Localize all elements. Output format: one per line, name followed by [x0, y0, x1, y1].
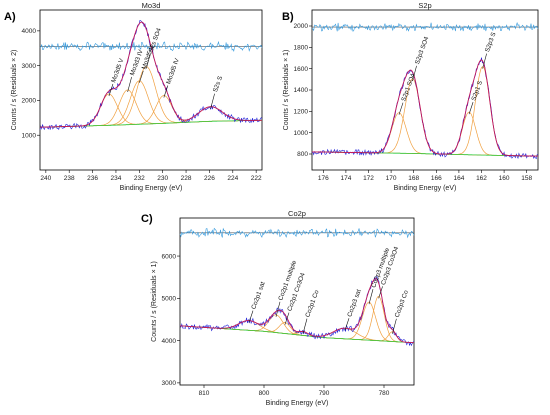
component-peak [312, 66, 538, 157]
x-tick-label: 228 [181, 175, 192, 182]
x-axis-label: Binding Energy (eV) [120, 185, 183, 192]
x-tick-label: 158 [521, 175, 532, 182]
fit-envelope [179, 278, 414, 344]
component-peak [179, 296, 414, 344]
peak-leader-line [163, 85, 169, 98]
y-tick-label: 4000 [162, 338, 177, 345]
x-tick-label: 226 [204, 175, 215, 182]
y-tick-label: 1800 [294, 45, 309, 52]
chart-title: S2p [418, 1, 431, 10]
y-tick-label: 1200 [294, 109, 309, 116]
x-axis-label: Binding Energy (eV) [266, 400, 329, 407]
x-tick-label: 170 [386, 175, 397, 182]
y-axis-label: Counts / s (Residuals × 1) [283, 50, 290, 131]
component-peak [312, 78, 538, 157]
x-tick-label: 168 [408, 175, 419, 182]
peak-label: Co2p1 Co [304, 289, 320, 319]
y-tick-label: 1600 [294, 66, 309, 73]
x-axis-label: Binding Energy (eV) [394, 185, 457, 192]
component-peak [40, 80, 262, 128]
x-tick-label: 240 [40, 175, 51, 182]
component-peak [40, 93, 262, 128]
peak-label: S2p3 S [484, 31, 498, 53]
residual-trace [179, 227, 415, 239]
x-tick-label: 236 [87, 175, 98, 182]
x-tick-label: 166 [431, 175, 442, 182]
peak-leader-line [398, 102, 404, 115]
peak-leader-line [302, 318, 308, 334]
peak-label: S2s SO4 [148, 27, 163, 54]
y-tick-label: 2000 [294, 23, 309, 30]
peak-leader-line [412, 65, 417, 81]
peak-leader-line [146, 53, 151, 69]
peak-label: Co2p3 sat [346, 288, 362, 318]
peak-leader-line [248, 310, 254, 323]
peak-label: S2s S [212, 75, 224, 93]
y-tick-label: 1000 [294, 130, 309, 137]
y-tick-label: 4000 [22, 28, 37, 35]
x-tick-label: 810 [199, 390, 210, 397]
y-tick-label: 6000 [162, 253, 177, 260]
x-tick-label: 176 [318, 175, 329, 182]
peak-leader-line [210, 93, 215, 109]
peak-label: Mo3d5 IV [165, 57, 181, 85]
plot-frame [179, 217, 415, 386]
peak-label: Co2p3 Co [394, 289, 410, 319]
fit-envelope [40, 21, 262, 128]
y-tick-label: 3000 [22, 63, 37, 70]
panel-label: B) [282, 11, 294, 23]
x-tick-label: 238 [64, 175, 75, 182]
peak-leader-line [482, 53, 487, 69]
peak-leader-line [275, 301, 281, 317]
component-peak [40, 95, 262, 128]
x-tick-label: 222 [251, 175, 262, 182]
peak-leader-line [392, 318, 397, 334]
peak-leader-line [378, 286, 383, 299]
peak-leader-line [284, 312, 290, 325]
peak-leader-line [108, 83, 114, 97]
plot-frame [39, 9, 263, 171]
component-peak [40, 66, 262, 128]
component-peak [179, 301, 414, 344]
x-tick-label: 234 [111, 175, 122, 182]
y-axis-label: Counts / s (Residuals × 1) [151, 261, 158, 342]
raw-spectrum [311, 57, 539, 160]
x-tick-label: 162 [476, 175, 487, 182]
peak-leader-line [344, 318, 350, 331]
y-tick-label: 5000 [162, 296, 177, 303]
fit-envelope [312, 59, 538, 157]
peak-leader-line [368, 289, 374, 305]
peak-leader-line [127, 76, 132, 92]
peak-label: Mo3d5 V [110, 57, 125, 84]
panel-label: C) [141, 213, 153, 225]
peak-leader-line [468, 102, 474, 115]
chart-title: Mo3d [142, 1, 161, 10]
x-tick-label: 800 [259, 390, 270, 397]
residual-trace [311, 21, 539, 32]
component-peak [40, 89, 262, 128]
x-tick-label: 172 [363, 175, 374, 182]
x-tick-label: 224 [227, 175, 238, 182]
x-tick-label: 780 [379, 390, 390, 397]
peak-leader-line [139, 70, 144, 83]
x-tick-label: 160 [499, 175, 510, 182]
panel-label: A) [4, 11, 16, 23]
x-tick-label: 230 [157, 175, 168, 182]
y-axis-label: Counts / s (Residuals × 2) [11, 50, 18, 131]
x-tick-label: 174 [340, 175, 351, 182]
peak-label: Co2p1 sat [250, 281, 266, 311]
y-tick-label: 2000 [22, 98, 37, 105]
x-tick-label: 790 [319, 390, 330, 397]
y-tick-label: 800 [297, 151, 308, 158]
y-tick-label: 1400 [294, 87, 309, 94]
y-tick-label: 1000 [22, 132, 37, 139]
y-tick-label: 3000 [162, 380, 177, 387]
plot-frame [311, 9, 539, 171]
peak-label: S2p3 SO4 [414, 35, 431, 65]
x-tick-label: 164 [453, 175, 464, 182]
chart-title: Co2p [288, 209, 306, 218]
x-tick-label: 232 [134, 175, 145, 182]
raw-spectrum [39, 19, 263, 131]
